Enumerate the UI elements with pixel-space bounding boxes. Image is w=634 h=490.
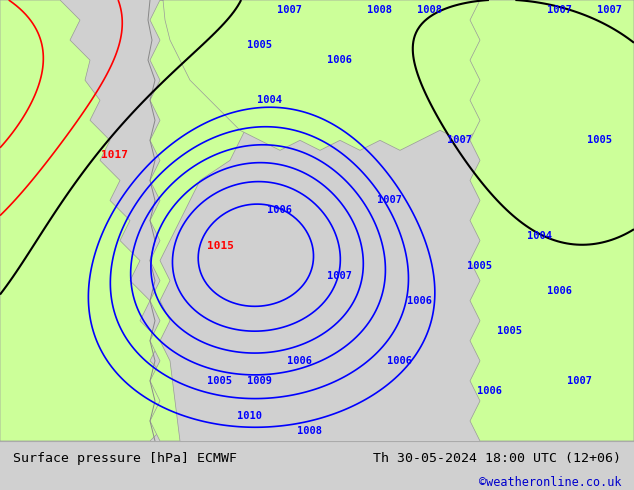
Polygon shape xyxy=(0,0,170,441)
Text: Th 30-05-2024 18:00 UTC (12+06): Th 30-05-2024 18:00 UTC (12+06) xyxy=(373,452,621,465)
Polygon shape xyxy=(150,0,260,441)
Text: 1007: 1007 xyxy=(377,196,403,205)
Text: 1008: 1008 xyxy=(297,426,323,436)
Text: 1017: 1017 xyxy=(101,150,129,160)
Text: 1007: 1007 xyxy=(567,376,593,386)
Text: 1006: 1006 xyxy=(387,356,413,366)
Text: 1006: 1006 xyxy=(548,286,573,295)
Text: 1005: 1005 xyxy=(207,376,233,386)
Text: 1004: 1004 xyxy=(527,230,552,241)
Text: ©weatheronline.co.uk: ©weatheronline.co.uk xyxy=(479,476,621,489)
Polygon shape xyxy=(160,0,634,150)
Text: 1006: 1006 xyxy=(408,295,432,306)
Text: 1006: 1006 xyxy=(328,55,353,65)
Text: Surface pressure [hPa] ECMWF: Surface pressure [hPa] ECMWF xyxy=(13,452,236,465)
Text: 1005: 1005 xyxy=(588,135,612,146)
Text: 1008: 1008 xyxy=(418,5,443,15)
Text: 1015: 1015 xyxy=(207,241,233,250)
Text: 1010: 1010 xyxy=(238,411,262,421)
Text: 1007: 1007 xyxy=(328,270,353,281)
Text: 1005: 1005 xyxy=(498,326,522,336)
Text: 1006: 1006 xyxy=(287,356,313,366)
Text: 1007: 1007 xyxy=(448,135,472,146)
Text: 1007: 1007 xyxy=(278,5,302,15)
Text: 1004: 1004 xyxy=(257,95,283,105)
Text: 1009: 1009 xyxy=(247,376,273,386)
Text: 1006: 1006 xyxy=(268,205,292,216)
Text: 1006: 1006 xyxy=(477,386,503,396)
Text: 1007: 1007 xyxy=(597,5,623,15)
Text: 1005: 1005 xyxy=(467,261,493,270)
Text: 1007: 1007 xyxy=(548,5,573,15)
Text: 1005: 1005 xyxy=(247,40,273,50)
Polygon shape xyxy=(470,0,634,441)
Text: 1008: 1008 xyxy=(368,5,392,15)
